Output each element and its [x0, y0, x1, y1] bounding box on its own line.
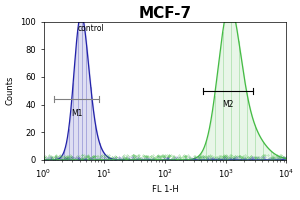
Text: M2: M2	[222, 100, 233, 109]
Text: M1: M1	[71, 109, 82, 118]
Text: control: control	[78, 24, 105, 33]
Title: MCF-7: MCF-7	[138, 6, 191, 21]
X-axis label: FL 1-H: FL 1-H	[152, 185, 178, 194]
Y-axis label: Counts: Counts	[6, 76, 15, 105]
